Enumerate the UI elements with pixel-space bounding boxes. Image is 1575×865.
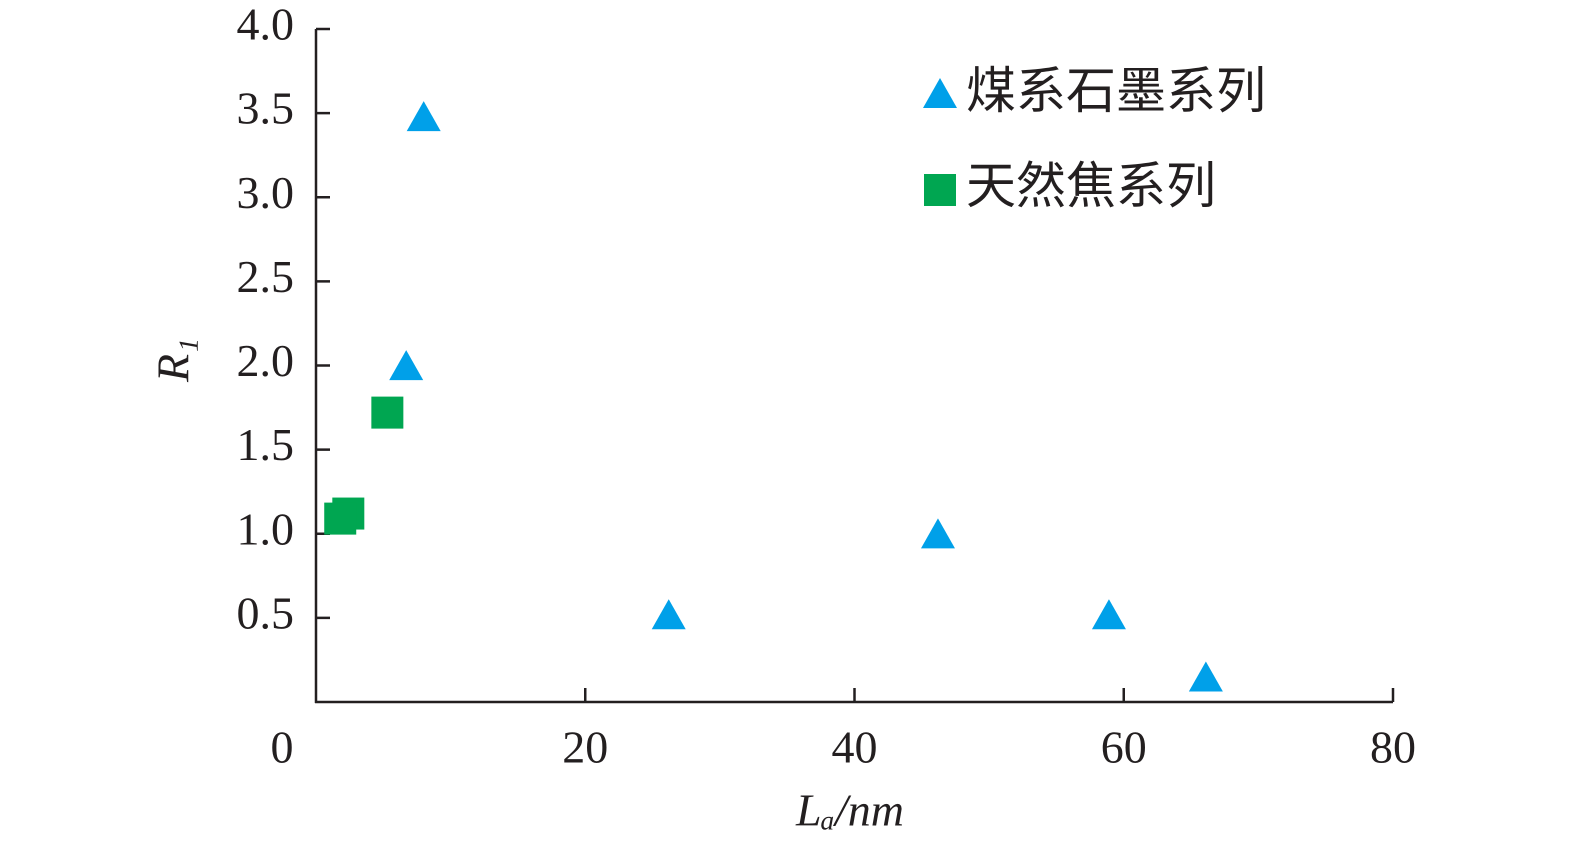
y-tick-label: 0.5 [237, 587, 295, 638]
x-tick-label: 40 [832, 722, 878, 773]
square-marker [371, 396, 404, 429]
y-tick-label: 3.0 [237, 167, 295, 218]
legend-marker [923, 78, 957, 108]
legend-label: 天然焦系列 [966, 157, 1216, 215]
y-tick-label: 3.5 [237, 83, 295, 134]
y-tick-label: 1.0 [237, 503, 295, 554]
y-tick-label: 2.5 [237, 251, 295, 302]
triangle-marker [651, 599, 686, 630]
triangle-marker [920, 518, 955, 549]
x-tick-label: 0 [271, 722, 294, 773]
y-axis-label: R₁ [148, 338, 199, 383]
x-axis-label: Lₐ/nm [795, 785, 904, 836]
square-marker [324, 502, 357, 535]
y-tick-label: 2.0 [237, 335, 295, 386]
x-tick-label: 80 [1370, 722, 1416, 773]
triangle-marker [1188, 661, 1223, 692]
y-tick-label: 1.5 [237, 419, 295, 470]
legend-label: 煤系石墨系列 [966, 62, 1266, 120]
triangle-marker [389, 350, 424, 381]
legend-marker [924, 174, 956, 206]
x-tick-label: 60 [1101, 722, 1147, 773]
triangle-marker [1091, 599, 1126, 630]
y-tick-label: 4.0 [237, 0, 295, 50]
x-tick-label: 20 [562, 722, 608, 773]
triangle-marker [406, 101, 441, 132]
